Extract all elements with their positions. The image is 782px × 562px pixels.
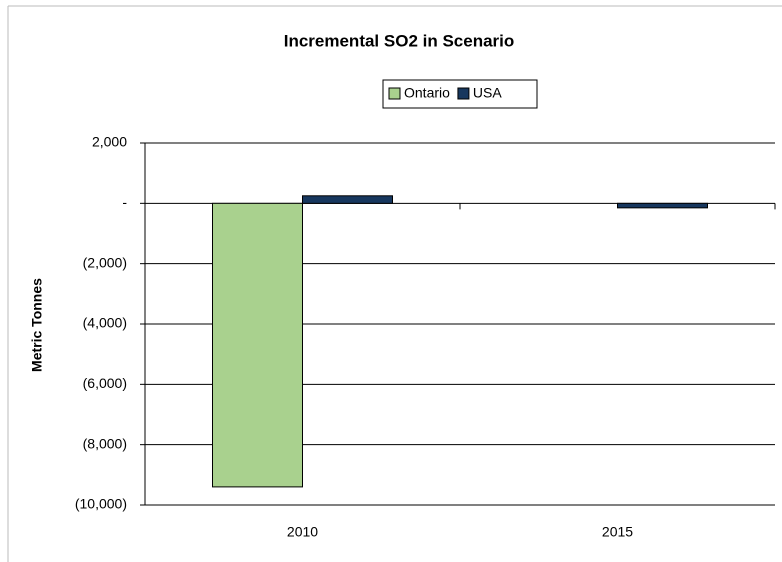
y-tick-label: (4,000) [83, 315, 127, 331]
legend-label: USA [473, 85, 502, 101]
y-tick-label: (8,000) [83, 435, 127, 451]
bar [617, 202, 708, 209]
legend-swatch [388, 87, 401, 100]
y-tick-label: 2,000 [92, 134, 127, 150]
y-axis-label: Metric Tonnes [29, 278, 45, 372]
bar [302, 195, 393, 204]
x-tick-label: 2015 [602, 524, 633, 540]
y-tick-label: - [122, 194, 127, 210]
bar [212, 202, 303, 488]
x-tick-label: 2010 [287, 524, 318, 540]
legend-label: Ontario [404, 85, 450, 101]
y-tick-label: (2,000) [83, 254, 127, 270]
y-tick-label: (6,000) [83, 375, 127, 391]
chart-title: Incremental SO2 in Scenario [284, 31, 515, 50]
legend: Ontario USA [388, 85, 502, 101]
y-tick-label: (10,000) [75, 496, 127, 512]
legend-swatch [457, 87, 470, 100]
